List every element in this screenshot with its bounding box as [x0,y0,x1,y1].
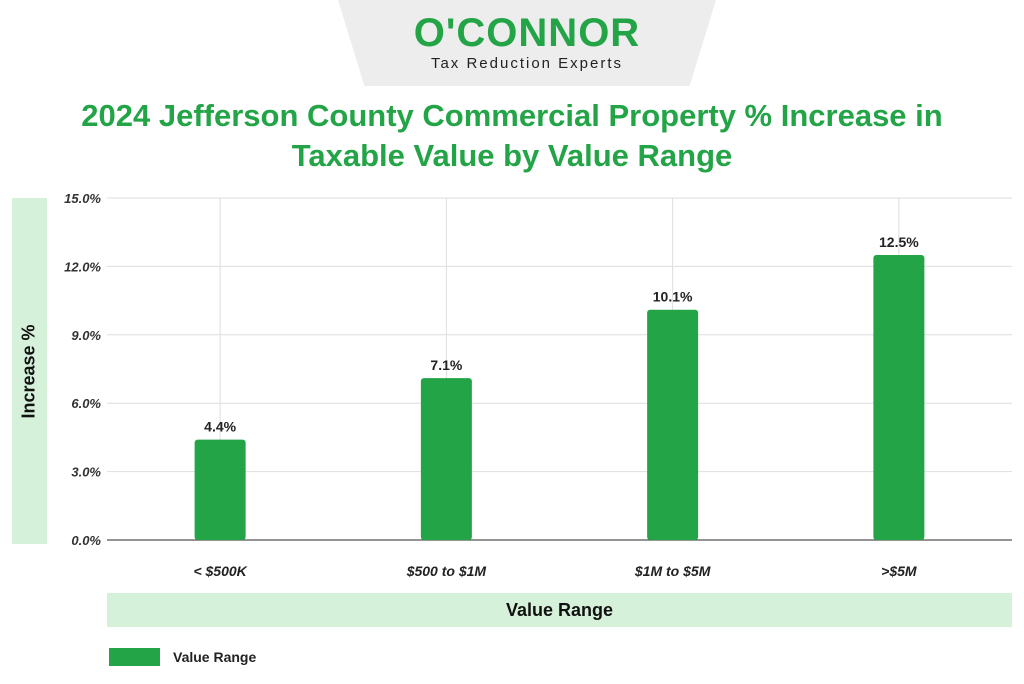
y-tick-label: 0.0% [71,533,101,548]
x-tick-label: $1M to $5M [634,563,711,579]
x-axis-band [107,593,1012,627]
y-tick-label: 12.0% [64,259,101,274]
x-tick-label: >$5M [881,563,917,579]
bar [420,378,472,540]
x-tick-label: < $500K [193,563,247,579]
y-tick-label: 9.0% [71,328,101,343]
y-axis-band [12,198,47,544]
logo-banner [338,0,716,86]
bar [647,309,699,540]
data-label: 12.5% [879,234,919,250]
y-tick-label: 6.0% [71,396,101,411]
data-label: 10.1% [653,289,693,305]
y-tick-label: 15.0% [64,191,101,206]
data-label: 4.4% [204,419,236,435]
data-label: 7.1% [430,357,462,373]
x-axis-label: Value Range [505,599,614,620]
brand-tagline: Tax Reduction Experts [430,55,624,72]
bar [873,255,925,540]
y-tick-label: 3.0% [71,465,101,480]
brand-logo: O'CONNOR [413,11,641,55]
x-tick-label: $500 to $1M [406,563,487,579]
bar [194,439,246,540]
chart-title: 2024 Jefferson County Commercial Propert… [81,98,943,173]
legend-swatch [109,648,160,666]
legend-label: Value Range [173,649,257,665]
